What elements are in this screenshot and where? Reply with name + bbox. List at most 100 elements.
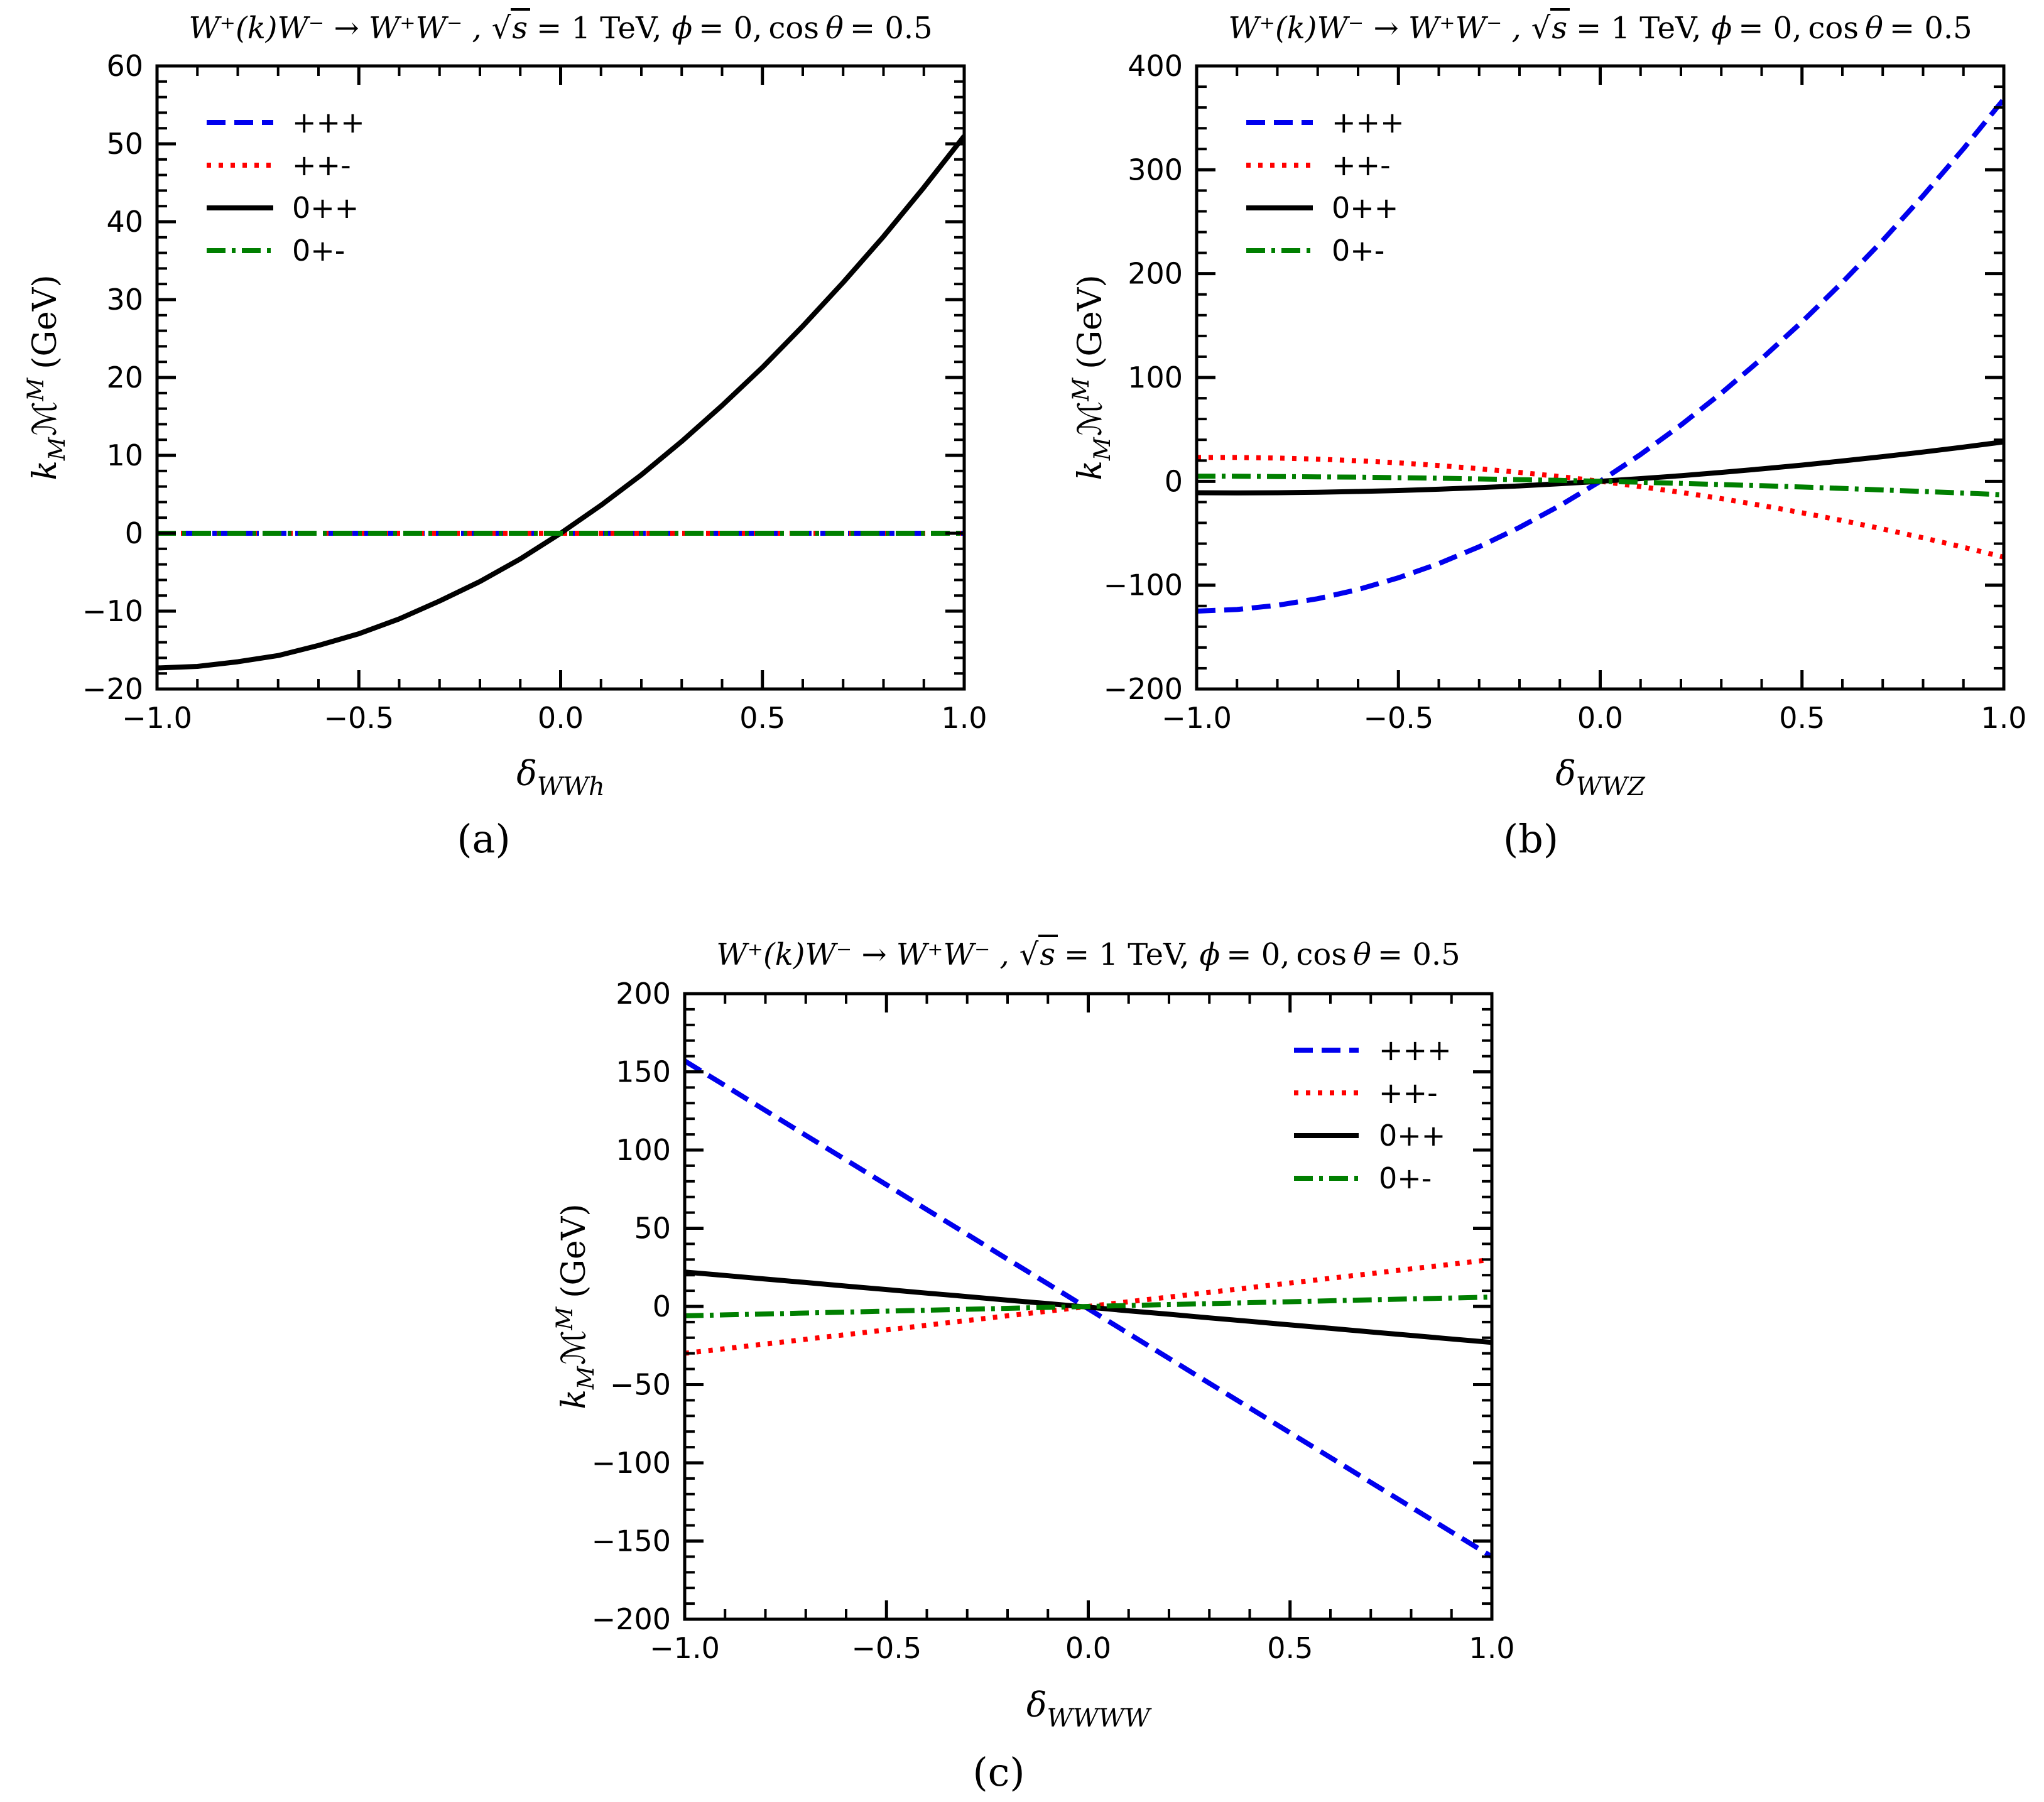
y-tick-label: 400 [1128, 49, 1183, 83]
legend-label-0++: 0++ [1379, 1119, 1445, 1153]
x-axis-label: δWWWW [1026, 1685, 1150, 1733]
y-tick-label: 30 [106, 283, 143, 317]
plot-area-b: −1.0 −0.5 0.0 0.5 1.0 −200 −100 0 100 200 300 400 ++… [1104, 49, 2027, 735]
y-tick-label: 200 [616, 977, 671, 1011]
y-axis-label: kMℳM(GeV) [1068, 274, 1116, 480]
legend-label-+++: +++ [1332, 106, 1405, 139]
subfigure-caption: (b) [1503, 816, 1559, 862]
series-line-0++ [157, 134, 964, 671]
series-line-0++ [1197, 439, 2004, 496]
y-tick-label: 0 [653, 1289, 671, 1323]
legend: +++ ++- 0++ 0+- [207, 106, 365, 268]
title-theta-eq: = 0.5 [849, 11, 933, 46]
script-M-symbol: ℳ [1072, 401, 1109, 437]
axes-frame [1195, 64, 2006, 691]
y-tick-label: −200 [1104, 672, 1183, 706]
y-tick-label: 60 [106, 49, 143, 83]
axes-frame [155, 64, 966, 691]
x-axis-label: δWWZ [1555, 754, 1645, 801]
y-tick-label: 150 [616, 1055, 671, 1089]
y-tick-label: 100 [616, 1133, 671, 1167]
axis-ticks [1195, 64, 2006, 691]
series-line-++- [1197, 455, 2004, 560]
y-tick-label: 0 [1165, 464, 1183, 498]
y-tick-label: −150 [592, 1524, 671, 1558]
legend-label-++-: ++- [292, 148, 351, 182]
legend: +++ ++- 0++ 0+- [1246, 106, 1405, 268]
y-axis-label: kMℳM(GeV) [552, 1203, 599, 1409]
y-tick-label: 10 [106, 438, 143, 472]
x-tick-label: 0.0 [1065, 1631, 1111, 1665]
plot-series [157, 134, 964, 671]
y-tick-label: 40 [106, 205, 143, 239]
legend-label-0+-: 0+- [292, 234, 345, 268]
legend-label-0++: 0++ [292, 191, 359, 225]
legend-label-+++: +++ [292, 106, 365, 139]
axis-ticks [155, 64, 966, 691]
x-tick-label: −1.0 [122, 701, 192, 735]
legend-label-0+-: 0+- [1332, 234, 1384, 268]
y-axis-label: kMℳM(GeV) [23, 274, 70, 480]
chart-title: W⁺(k)W⁻ → W⁺W⁻ , √s = 1 TeV, ϕ = 0, cos θ = 0.5 [1197, 2, 2004, 55]
title-cos: cos [768, 11, 819, 46]
tick-labels: −1.0 −0.5 0.0 0.5 1.0 −200 −150 −100 −50 0 50 100 15… [592, 977, 1515, 1665]
title-phi: ϕ [671, 11, 693, 46]
subfigure-caption: (a) [457, 816, 511, 862]
x-tick-label: 0.0 [538, 701, 584, 735]
chart-title: W⁺(k)W⁻ → W⁺W⁻ , √s = 1 TeV, ϕ = 0, cos θ = 0.5 [157, 2, 964, 55]
tick-labels: −1.0 −0.5 0.0 0.5 1.0 −20 −10 0 10 20 30 40 50 60 [82, 49, 987, 735]
chart-title: W⁺(k)W⁻ → W⁺W⁻ , √s = 1 TeV, ϕ = 0, cos θ = 0.5 [685, 928, 1492, 981]
y-tick-label: 50 [106, 127, 143, 161]
sqrt-radical-sign: √ [1531, 11, 1551, 46]
x-tick-label: 0.5 [739, 701, 785, 735]
y-tick-label: −200 [592, 1602, 671, 1636]
plot-area-a: −1.0 −0.5 0.0 0.5 1.0−20−100102030405060++++… [82, 49, 987, 735]
legend-label-++-: ++- [1332, 148, 1391, 182]
x-tick-label: −0.5 [851, 1631, 921, 1665]
x-tick-label: 1.0 [1469, 1631, 1514, 1665]
x-tick-label: −1.0 [1161, 701, 1232, 735]
y-tick-label: 200 [1128, 257, 1183, 291]
legend-label-++-: ++- [1379, 1076, 1438, 1110]
sqrt-argument: s [1038, 935, 1058, 972]
y-tick-label: −50 [610, 1368, 671, 1402]
series-line-0+- [685, 1295, 1492, 1318]
x-tick-label: −0.5 [1363, 701, 1433, 735]
plot-area-c: −1.0 −0.5 0.0 0.5 1.0 −200 −150 −100 −50 0 50 100 15… [592, 977, 1515, 1665]
subfigure-c: −1.0 −0.5 0.0 0.5 1.0 −200 −150 −100 −50 0 50 100 15… [0, 898, 2044, 1802]
x-tick-label: 0.0 [1577, 701, 1623, 735]
x-tick-label: 1.0 [1981, 701, 2026, 735]
x-tick-label: −0.5 [323, 701, 394, 735]
axis-ticks [683, 992, 1494, 1621]
script-M-symbol: ℳ [26, 401, 64, 437]
sqrt-radical-sign: √ [1019, 937, 1039, 972]
y-tick-label: −100 [592, 1446, 671, 1480]
subfigure-caption: (c) [972, 1749, 1025, 1795]
y-tick-label: 100 [1128, 361, 1183, 394]
x-tick-label: 0.5 [1267, 1631, 1313, 1665]
x-tick-label: −1.0 [650, 1631, 720, 1665]
sqrt-radical-sign: √ [491, 11, 511, 46]
legend-label-0+-: 0+- [1379, 1161, 1432, 1195]
plot-series [685, 1058, 1492, 1559]
sqrt-argument: s [511, 8, 531, 46]
legend-label-0++: 0++ [1332, 191, 1398, 225]
x-axis-label: δWWh [516, 754, 605, 801]
script-M-symbol: ℳ [555, 1330, 593, 1365]
y-tick-label: 300 [1128, 153, 1183, 187]
y-tick-label: −10 [82, 594, 143, 628]
y-tick-label: −20 [82, 672, 143, 706]
x-tick-label: 1.0 [941, 701, 987, 735]
series-line-+++ [1197, 97, 2004, 614]
y-tick-label: 0 [125, 516, 143, 550]
subfigure-b: −1.0 −0.5 0.0 0.5 1.0 −200 −100 0 100 200 300 400 ++… [1022, 0, 2044, 898]
title-phi-eq: = 0, [699, 11, 763, 46]
series-line-0+- [1197, 474, 2004, 497]
title-theta: θ [825, 11, 844, 46]
tick-labels: −1.0 −0.5 0.0 0.5 1.0 −200 −100 0 100 200 300 400 [1104, 49, 2027, 735]
subfigure-a: −1.0 −0.5 0.0 0.5 1.0 −20 −10 0 10 20 30 40 50 60 +++ +… [0, 0, 1022, 898]
sqrt-argument: s [1550, 8, 1570, 46]
y-tick-label: 20 [106, 361, 143, 394]
legend-label-+++: +++ [1379, 1033, 1452, 1067]
